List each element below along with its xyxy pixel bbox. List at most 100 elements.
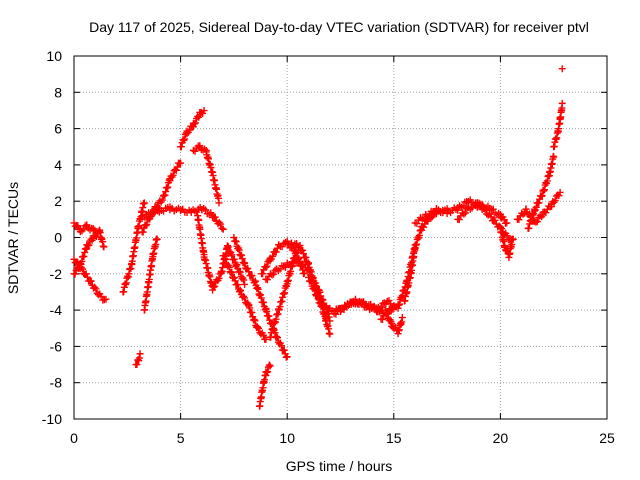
data-point — [415, 231, 423, 239]
data-point — [245, 301, 253, 309]
data-point — [251, 277, 259, 285]
data-point — [177, 159, 185, 167]
data-point — [388, 320, 396, 328]
chart-title: Day 117 of 2025, Sidereal Day-to-day VTE… — [89, 19, 589, 35]
series-arc-7 — [138, 159, 185, 236]
data-point — [527, 217, 535, 225]
data-point — [219, 225, 227, 233]
series-arc-13 — [230, 234, 291, 361]
data-point — [241, 294, 249, 302]
data-point — [161, 191, 169, 199]
data-point — [302, 254, 310, 262]
data-point — [295, 258, 303, 266]
series-arc-3 — [70, 226, 104, 278]
data-point — [135, 354, 143, 362]
data-point — [225, 263, 233, 271]
data-point — [460, 210, 468, 218]
series-arc-8 — [138, 203, 227, 233]
data-point — [540, 186, 548, 194]
series-arc-10 — [189, 142, 223, 207]
data-point — [92, 285, 100, 293]
data-point — [558, 65, 566, 73]
data-point — [192, 119, 200, 127]
data-point — [215, 199, 223, 207]
data-point — [210, 283, 218, 291]
data-point — [277, 342, 285, 350]
data-point — [201, 206, 209, 214]
series-arc-27 — [513, 188, 564, 226]
data-point — [299, 246, 307, 254]
data-point — [238, 251, 246, 259]
data-point — [230, 255, 238, 263]
data-point — [259, 331, 267, 339]
data-point — [211, 282, 219, 290]
data-point — [191, 147, 199, 155]
x-tick-label: 20 — [493, 430, 509, 446]
data-point — [177, 143, 185, 151]
data-point — [262, 304, 270, 312]
data-point — [180, 136, 188, 144]
data-point — [153, 235, 161, 243]
data-point — [218, 224, 226, 232]
series-arc-23 — [400, 205, 451, 305]
x-tick-label: 10 — [279, 430, 295, 446]
data-point — [253, 323, 261, 331]
data-point — [266, 362, 274, 370]
data-point — [200, 107, 208, 115]
data-point — [82, 270, 90, 278]
data-point — [163, 184, 171, 192]
data-point — [398, 314, 406, 322]
data-point — [87, 277, 95, 285]
data-point — [96, 226, 104, 234]
data-point — [480, 204, 488, 212]
data-point — [143, 220, 151, 228]
data-point — [311, 286, 319, 294]
data-point — [169, 171, 177, 179]
data-point — [260, 298, 268, 306]
data-point — [556, 188, 564, 196]
y-tick-label: -10 — [42, 411, 62, 427]
data-point — [139, 228, 147, 236]
data-point — [385, 297, 393, 305]
data-point — [224, 243, 232, 251]
x-tick-label: 25 — [599, 430, 615, 446]
y-tick-label: -8 — [50, 375, 63, 391]
x-tick-label: 0 — [70, 430, 78, 446]
data-point — [164, 183, 172, 191]
data-point — [190, 120, 198, 128]
data-point — [491, 216, 499, 224]
data-point — [489, 205, 497, 213]
data-point — [537, 192, 545, 200]
data-point — [136, 350, 144, 358]
data-point — [245, 268, 253, 276]
data-point — [283, 353, 291, 361]
data-point — [487, 213, 495, 221]
data-point — [158, 196, 166, 204]
data-point — [244, 264, 252, 272]
data-point — [377, 303, 385, 311]
data-point — [173, 163, 181, 171]
data-point — [240, 276, 248, 284]
data-point — [92, 233, 100, 241]
data-point — [94, 229, 102, 237]
data-point — [296, 241, 304, 249]
y-tick-label: 4 — [54, 157, 62, 173]
data-point — [230, 234, 238, 241]
data-point — [359, 299, 367, 307]
data-point — [83, 273, 91, 281]
data-point — [231, 277, 239, 285]
data-point — [503, 219, 511, 227]
data-point — [542, 209, 550, 217]
data-point — [85, 241, 93, 249]
data-point — [515, 216, 523, 224]
series-arc-4 — [119, 199, 148, 296]
data-point — [318, 300, 326, 308]
data-point — [533, 218, 541, 226]
data-point — [269, 270, 277, 278]
data-point — [262, 263, 270, 271]
data-point — [550, 153, 558, 161]
data-point — [558, 99, 566, 107]
data-point — [532, 203, 540, 211]
data-point — [215, 274, 223, 282]
series-arc-5 — [132, 350, 144, 369]
